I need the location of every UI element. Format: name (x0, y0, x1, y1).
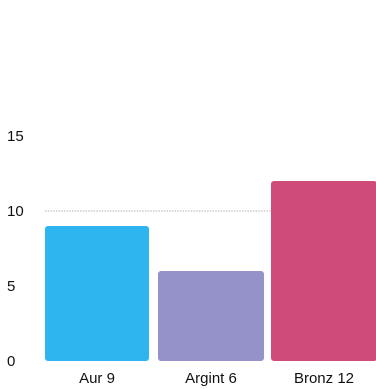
category-label-aur-9: Aur 9 (79, 370, 115, 387)
y-tick-label-15: 15 (7, 128, 24, 145)
category-label-argint-6: Argint 6 (185, 370, 237, 387)
y-tick-label-0: 0 (7, 353, 15, 370)
bar-aur-9 (45, 226, 149, 361)
bars (45, 181, 376, 361)
category-label-bronz-12: Bronz 12 (294, 370, 354, 387)
y-axis-ticks: 0 5 10 15 (7, 128, 24, 370)
bar-bronz-12 (271, 181, 376, 361)
y-tick-label-5: 5 (7, 278, 15, 295)
x-axis-labels: Aur 9 Argint 6 Bronz 12 (79, 370, 354, 387)
y-tick-label-10: 10 (7, 203, 24, 220)
bar-argint-6 (158, 271, 264, 361)
